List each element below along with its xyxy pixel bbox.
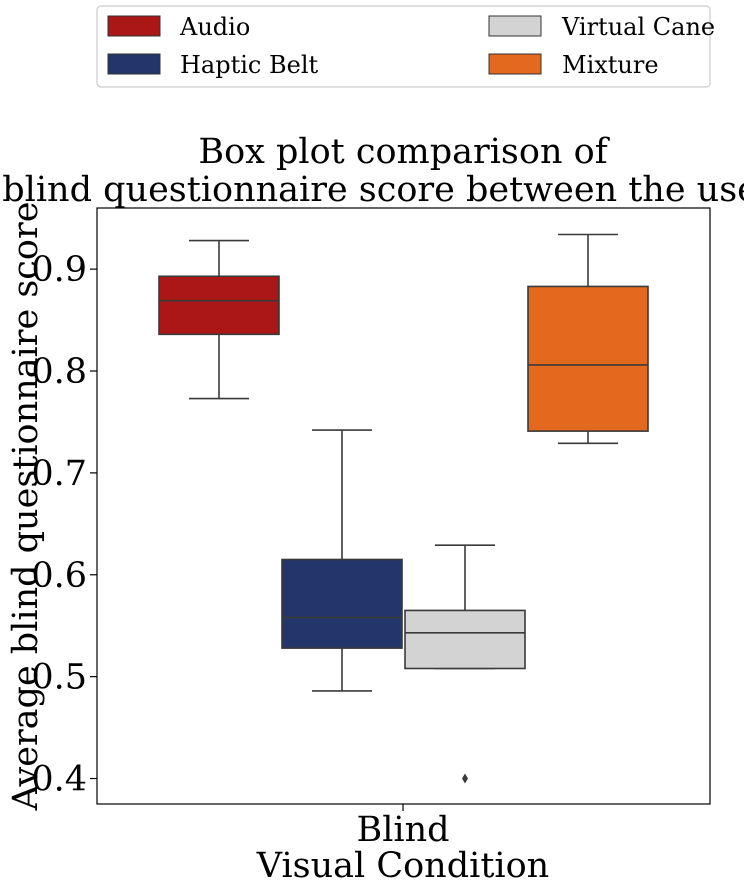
y-tick-label: 0.8	[31, 352, 87, 392]
box-haptic-belt	[281, 429, 403, 692]
box-mixture	[527, 233, 649, 445]
boxes	[158, 233, 649, 784]
legend-label-mixture: Mixture	[562, 51, 659, 79]
legend-label-haptic-belt: Haptic Belt	[180, 51, 319, 79]
y-axis-label: Average blind questionnaire score	[6, 202, 46, 812]
outlier-point	[462, 773, 468, 784]
y-axis: 0.4 0.5 0.6 0.7 0.8 0.9	[31, 250, 97, 800]
chart-title-line-1: Box plot comparison of	[198, 132, 610, 172]
box-virtual-cane	[404, 544, 526, 784]
y-tick-label: 0.4	[31, 760, 87, 800]
box-audio	[158, 239, 280, 400]
legend-item-mixture: Mixture	[488, 51, 659, 79]
x-axis-label: Visual Condition	[256, 846, 549, 886]
legend-label-audio: Audio	[179, 13, 250, 41]
legend-frame	[96, 5, 711, 88]
chart-title-line-2: blind questionnaire score between the us…	[2, 170, 744, 210]
x-tick-label-blind: Blind	[356, 810, 449, 850]
box-iqr	[281, 558, 403, 649]
y-tick-label: 0.6	[31, 556, 87, 596]
legend-swatch-mixture	[488, 53, 542, 75]
box-iqr	[527, 285, 649, 432]
box-iqr	[404, 609, 526, 670]
y-tick-label: 0.9	[31, 250, 87, 290]
legend-item-audio: Audio	[107, 13, 250, 41]
legend-label-virtual-cane: Virtual Cane	[561, 13, 715, 41]
y-tick-label: 0.5	[31, 658, 87, 698]
legend: Audio Haptic Belt Virtual Cane Mixture	[96, 5, 715, 88]
legend-item-haptic-belt: Haptic Belt	[107, 51, 319, 79]
box-iqr	[158, 275, 280, 336]
legend-swatch-audio	[107, 15, 161, 37]
legend-swatch-haptic-belt	[107, 53, 161, 75]
y-tick-label: 0.7	[31, 454, 87, 494]
legend-swatch-virtual-cane	[488, 15, 542, 37]
legend-item-virtual-cane: Virtual Cane	[488, 13, 715, 41]
